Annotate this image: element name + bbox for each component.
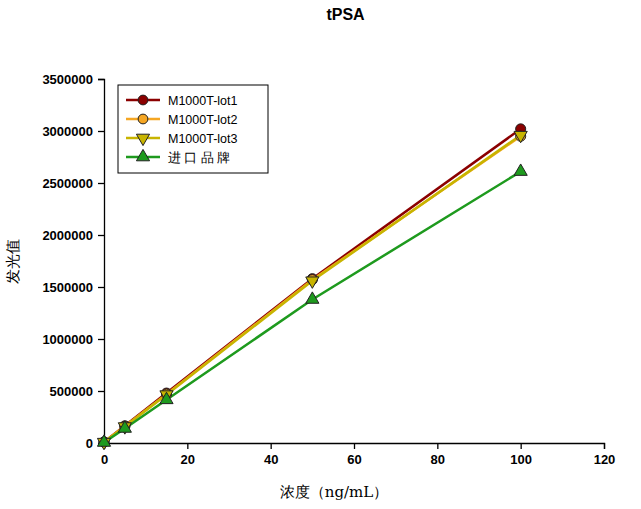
series-marker — [306, 277, 319, 288]
y-tick-label: 2500000 — [42, 176, 93, 191]
x-tick-mark — [187, 443, 188, 449]
legend-label: 进 口 品 牌 — [168, 151, 230, 165]
legend-entry: M1000T-lot3 — [126, 132, 238, 146]
x-axis-title: 浓度（ng/mL） — [280, 483, 389, 501]
y-tick: 2500000 — [42, 176, 104, 191]
x-tick-label: 100 — [510, 452, 532, 467]
y-tick: 1000000 — [42, 332, 104, 347]
y-tick-label: 1500000 — [42, 280, 93, 295]
plot: 0 20 40 60 80 100 120 0 500000 1000000 1500000 2000… — [42, 72, 615, 468]
x-tick-label: 0 — [101, 452, 108, 467]
y-tick-label: 3500000 — [42, 72, 93, 87]
y-axis-title: 发光值 — [4, 239, 22, 284]
legend-swatch-marker — [136, 134, 149, 145]
x-tick-mark — [354, 443, 355, 449]
y-tick-label: 3000000 — [42, 124, 93, 139]
series-marker — [514, 164, 527, 175]
legend-swatch-marker — [136, 149, 149, 160]
x-tick-label: 120 — [594, 452, 616, 467]
chart: tPSA 0 20 40 60 80 100 120 0 500000 1000000 1500000… — [0, 0, 641, 509]
series-line — [104, 136, 521, 442]
legend-label: M1000T-lot3 — [168, 132, 238, 146]
y-tick-mark — [98, 131, 104, 132]
x-tick: 100 — [510, 443, 532, 467]
x-axis: 0 20 40 60 80 100 120 — [101, 443, 615, 467]
series-marker — [514, 131, 527, 142]
x-tick-label: 20 — [181, 452, 195, 467]
y-tick-label: 0 — [86, 436, 93, 451]
x-tick-mark — [604, 443, 605, 449]
x-tick: 80 — [431, 443, 445, 467]
x-tick: 60 — [347, 443, 361, 467]
legend-swatch-marker — [138, 114, 148, 124]
legend-label: M1000T-lot2 — [168, 113, 238, 127]
y-tick-mark — [98, 339, 104, 340]
x-tick: 40 — [264, 443, 278, 467]
y-tick: 1500000 — [42, 280, 104, 295]
y-tick-mark — [98, 183, 104, 184]
y-axis-line — [98, 80, 105, 444]
y-tick-mark — [98, 391, 104, 392]
y-tick-mark — [98, 287, 104, 288]
x-tick-mark — [271, 443, 272, 449]
title: tPSA — [326, 6, 365, 23]
legend-swatch-marker — [138, 95, 148, 105]
series-line — [104, 172, 521, 443]
y-tick-mark — [98, 235, 104, 236]
legend-entry: M1000T-lot1 — [126, 94, 238, 108]
legend-label: M1000T-lot1 — [168, 94, 238, 108]
x-tick: 20 — [181, 443, 195, 467]
series-line — [104, 129, 521, 442]
legend-entry: M1000T-lot2 — [126, 113, 238, 127]
y-axis: 0 500000 1000000 1500000 2000000 2500000 30000… — [42, 72, 104, 451]
legend: M1000T-lot1 M1000T-lot2 M1000T-lot3 进 口 品 牌 — [118, 85, 268, 173]
x-tick-mark — [437, 443, 438, 449]
series-marker — [118, 421, 131, 432]
x-tick-label: 40 — [264, 452, 278, 467]
x-tick: 120 — [594, 443, 616, 467]
y-tick-label: 500000 — [50, 384, 93, 399]
y-tick: 3500000 — [42, 72, 104, 87]
y-tick: 500000 — [50, 384, 104, 399]
legend-entry: 进 口 品 牌 — [126, 149, 230, 164]
x-tick-mark — [521, 443, 522, 449]
y-tick: 3000000 — [42, 124, 104, 139]
series-marker — [97, 435, 110, 446]
x-axis-line — [105, 444, 605, 450]
y-tick-label: 1000000 — [42, 332, 93, 347]
series-line — [104, 135, 521, 442]
y-tick: 2000000 — [42, 228, 104, 243]
legend-box — [118, 85, 268, 173]
series-marker — [160, 392, 173, 403]
y-tick-label: 2000000 — [42, 228, 93, 243]
x-tick-label: 60 — [347, 452, 361, 467]
y-tick-mark — [98, 79, 104, 80]
series-marker — [306, 292, 319, 303]
x-tick-label: 80 — [431, 452, 445, 467]
